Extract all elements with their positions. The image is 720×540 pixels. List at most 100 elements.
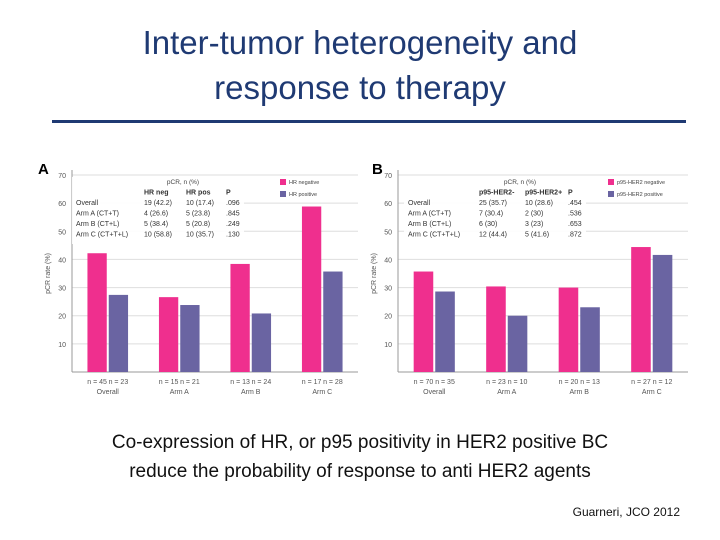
panel-a-table-cell: Arm C (CT+T+L): [76, 232, 128, 239]
panel-a-table-cell: .845: [226, 211, 240, 218]
panel-a-bar: [109, 295, 128, 372]
panel-a-legend-swatch: [280, 191, 286, 197]
panel-a-table-cell: .096: [226, 200, 240, 207]
panel-b-ytick-label: 70: [384, 173, 392, 180]
panel-b-n-label: n = 10: [508, 379, 528, 386]
panel-a-legend-label: HR negative: [289, 180, 319, 186]
panel-a-ytick-label: 50: [58, 229, 66, 236]
panel-b-n-label: n = 27: [631, 379, 651, 386]
panel-b-bar: [486, 286, 506, 372]
panel-b-ytick-label: 20: [384, 314, 392, 321]
panel-a-table-header: P: [226, 190, 231, 197]
panel-b-table-cell: .872: [568, 232, 582, 239]
panel-a-category-label: Arm B: [241, 389, 261, 396]
panel-b-table-cell: Arm B (CT+L): [408, 221, 451, 228]
panel-b-ytick-label: 40: [384, 257, 392, 264]
panel-a-bar: [87, 253, 106, 372]
panel-b-ytick-label: 30: [384, 286, 392, 293]
panel-a-table-cell: 10 (58.8): [144, 232, 172, 239]
slide-caption: Co-expression of HR, or p95 positivity i…: [0, 428, 720, 486]
panel-b-y-axis-label: pCR rate (%): [371, 253, 378, 294]
panel-a-ytick-label: 10: [58, 342, 66, 349]
panel-b-table-cell: .653: [568, 221, 582, 228]
panel-b-table-cell: .454: [568, 200, 582, 207]
panel-a-ytick-label: 40: [58, 257, 66, 264]
panel-b-n-label: n = 12: [653, 379, 673, 386]
panel-b-bar: [414, 272, 434, 372]
panel-a-category-label: Overall: [97, 389, 120, 396]
panel-a-table-cell: 19 (42.2): [144, 200, 172, 207]
panel-b-legend-swatch: [608, 191, 614, 197]
panel-b-table-cell: Arm C (CT+T+L): [408, 232, 460, 239]
panel-a-n-label: n = 13: [230, 379, 250, 386]
panel-a-ytick-label: 30: [58, 286, 66, 293]
panel-a-table-cell: .249: [226, 221, 240, 228]
panel-b-table-cell: Overall: [408, 200, 431, 207]
panel-b-ytick-label: 50: [384, 229, 392, 236]
panel-a-table-header: HR pos: [186, 190, 211, 197]
panel-a-table-cell: Arm A (CT+T): [76, 211, 119, 218]
panel-a-n-label: n = 21: [180, 379, 200, 386]
panel-a-table-cell: 5 (23.8): [186, 211, 210, 218]
panel-a-table-cell: 4 (26.6): [144, 211, 168, 218]
panel-b-n-label: n = 20: [559, 379, 579, 386]
panel-b-table-header: P: [568, 190, 573, 197]
panel-a-n-label: n = 24: [252, 379, 272, 386]
panel-a-bar: [230, 264, 249, 372]
panel-b-table-header: p95-HER2-: [479, 190, 515, 197]
caption-line-2: reduce the probability of response to an…: [0, 457, 720, 486]
panel-a-bar: [180, 305, 199, 372]
panel-a-n-label: n = 28: [323, 379, 343, 386]
panel-b-bar: [631, 247, 651, 372]
panel-b-n-label: n = 35: [435, 379, 455, 386]
panel-b-legend-label: p95-HER2 negative: [617, 180, 665, 186]
panel-a-bar: [323, 272, 342, 372]
panel-a-table-cell: 5 (38.4): [144, 221, 168, 228]
panel-b-table-cell: 12 (44.4): [479, 232, 507, 239]
panel-a-table-cell: .130: [226, 232, 240, 239]
caption-line-1: Co-expression of HR, or p95 positivity i…: [0, 428, 720, 457]
citation: Guarneri, JCO 2012: [573, 505, 680, 519]
panel-a-table-cell: 5 (20.8): [186, 221, 210, 228]
panel-b-category-label: Arm C: [642, 389, 662, 396]
panel-a-category-label: Arm C: [312, 389, 332, 396]
panel-b-legend-label: p95-HER2 positive: [617, 192, 663, 198]
panel-b-ytick-label: 10: [384, 342, 392, 349]
panel-b-table-cell: 3 (23): [525, 221, 543, 228]
panel-b-n-label: n = 23: [486, 379, 506, 386]
panel-a-letter: A: [38, 161, 49, 178]
panel-b-letter: B: [372, 161, 383, 178]
panel-b-n-label: n = 70: [414, 379, 434, 386]
panel-b-table-cell: Arm A (CT+T): [408, 211, 451, 218]
panel-a-n-label: n = 15: [159, 379, 179, 386]
panel-b-ytick-label: 60: [384, 201, 392, 208]
panel-b-bar: [653, 255, 673, 372]
panel-a-table-caption: pCR, n (%): [167, 179, 199, 186]
panel-a-table-cell: 10 (35.7): [186, 232, 214, 239]
panel-b-bar: [435, 292, 455, 372]
panel-b-table-cell: 7 (30.4): [479, 211, 503, 218]
panel-b-n-label: n = 13: [580, 379, 600, 386]
panel-a-table-cell: Arm B (CT+L): [76, 221, 119, 228]
panel-b-category-label: Arm A: [497, 389, 516, 396]
panel-b-table-cell: 2 (30): [525, 211, 543, 218]
panel-b-category-label: Overall: [423, 389, 446, 396]
panel-a-legend-swatch: [280, 179, 286, 185]
panel-a-legend-label: HR positive: [289, 192, 317, 198]
panel-b-table-cell: 5 (41.6): [525, 232, 549, 239]
panel-a-ytick-label: 70: [58, 173, 66, 180]
panel-b-bar: [508, 316, 528, 372]
panel-b-bar: [559, 288, 579, 372]
panel-b-table-cell: 25 (35.7): [479, 200, 507, 207]
panel-a-bar: [159, 297, 178, 372]
panel-b-table-caption: pCR, n (%): [504, 179, 536, 186]
panel-b-table-cell: .536: [568, 211, 582, 218]
panel-a-bar: [252, 313, 271, 372]
panel-a-n-label: n = 17: [302, 379, 322, 386]
panel-b-table-cell: 10 (28.6): [525, 200, 553, 207]
panel-a-ytick-label: 20: [58, 314, 66, 321]
panel-a-table-header: HR neg: [144, 190, 169, 197]
panel-b-table-header: p95-HER2+: [525, 190, 562, 197]
panel-a-n-label: n = 45: [87, 379, 107, 386]
panel-a-ytick-label: 60: [58, 201, 66, 208]
